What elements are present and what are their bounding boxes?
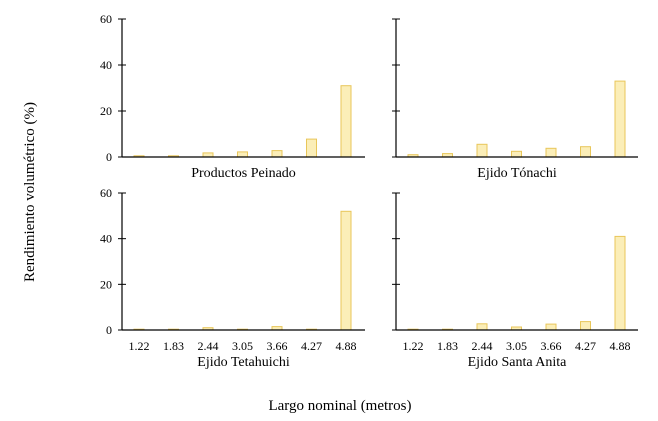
bar <box>580 146 591 158</box>
panels: 0 20 40 60 Productos Peinado Ejido Tónachi 0 20… <box>100 12 638 370</box>
x-tick-label: 1.83 <box>437 339 458 353</box>
panel-title: Ejido Santa Anita <box>468 355 568 370</box>
x-tick-label: 4.27 <box>301 339 322 353</box>
x-axis-label: Largo nominal (metros) <box>268 398 411 414</box>
bar <box>511 150 522 158</box>
x-tick-label: 3.66 <box>541 339 562 353</box>
y-axis-label: Rendimiento volumétrico (%) <box>22 102 38 282</box>
x-tick-label: 4.88 <box>336 339 357 353</box>
panel-4: 1.22 1.83 2.44 3.05 3.66 4.27 4.88 Ejido Santa … <box>392 192 638 370</box>
x-tick-label: 3.05 <box>232 339 253 353</box>
bar <box>614 80 626 158</box>
x-tick-label: 1.22 <box>129 339 150 353</box>
x-tick-label: 2.44 <box>198 339 219 353</box>
x-tick-label: 1.22 <box>403 339 424 353</box>
panel-1: 0 20 40 60 Productos Peinado <box>100 12 365 181</box>
bar <box>306 138 317 158</box>
x-tick-label: 1.83 <box>163 339 184 353</box>
y-tick-label: 20 <box>100 277 112 291</box>
panel-title: Productos Peinado <box>191 166 296 181</box>
bar <box>545 323 557 331</box>
y-tick-label: 60 <box>100 12 112 26</box>
bar <box>340 210 352 331</box>
panel-3: 0 20 40 60 1.22 1.83 2.44 3.05 3.66 4.27 4.88 Ejido… <box>100 186 365 370</box>
bar <box>202 152 214 158</box>
y-tick-label: 60 <box>100 186 112 200</box>
x-tick-label: 3.05 <box>506 339 527 353</box>
y-tick-label: 40 <box>100 58 112 72</box>
bar <box>271 150 283 158</box>
x-tick-label: 4.88 <box>610 339 631 353</box>
x-tick-label: 4.27 <box>575 339 596 353</box>
bar <box>614 235 626 331</box>
y-tick-label: 20 <box>100 104 112 118</box>
x-tick-label: 2.44 <box>472 339 493 353</box>
y-tick-label: 0 <box>106 150 112 164</box>
y-tick-label: 40 <box>100 232 112 246</box>
bar <box>476 143 488 158</box>
y-tick-label: 0 <box>106 323 112 337</box>
panel-2: Ejido Tónachi <box>392 18 638 181</box>
x-tick-label: 3.66 <box>267 339 288 353</box>
bar <box>237 151 248 158</box>
panel-title: Ejido Tetahuichi <box>197 355 290 370</box>
panel-title: Ejido Tónachi <box>477 166 557 181</box>
bar <box>476 323 488 331</box>
bar <box>340 85 352 158</box>
bar <box>545 147 557 158</box>
bar <box>580 321 591 331</box>
